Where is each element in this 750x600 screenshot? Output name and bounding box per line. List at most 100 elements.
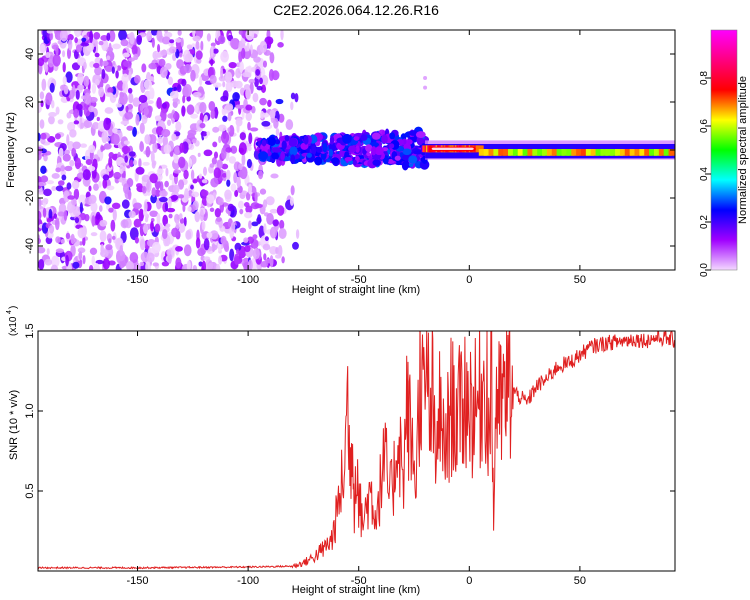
heatmap-cell xyxy=(187,129,197,137)
heatmap-cell xyxy=(169,39,175,44)
heatmap-cell xyxy=(238,163,243,171)
heatmap-cell xyxy=(119,92,128,105)
signal-cell xyxy=(663,149,672,156)
signal-cell xyxy=(585,149,594,156)
heatmap-cell xyxy=(108,42,112,55)
heatmap-cell xyxy=(210,109,216,120)
heatmap-cell xyxy=(173,169,182,174)
heatmap-cell xyxy=(54,133,61,140)
heatmap-cell xyxy=(172,100,178,108)
heatmap-cell xyxy=(155,115,162,122)
heatmap-cell xyxy=(217,35,226,45)
heatmap-cell xyxy=(128,151,136,157)
heatmap-cell xyxy=(171,133,177,142)
heatmap-cell xyxy=(67,195,75,200)
heatmap-cell xyxy=(108,30,116,42)
heatmap-cell xyxy=(176,84,182,93)
heatmap-cell xyxy=(191,138,197,144)
heatmap-cell xyxy=(230,183,237,192)
snr-panel: -150 -100 -50 0 50 0.5 1.0 1.5 Height of strai… xyxy=(6,306,676,596)
signal-cell xyxy=(522,149,531,156)
heatmap-cell xyxy=(277,42,284,48)
heatmap-cell xyxy=(278,227,287,239)
heatmap-cell xyxy=(246,42,250,52)
heatmap-cell xyxy=(232,91,240,102)
heatmap-cell xyxy=(208,100,216,112)
heatmap-cell xyxy=(254,191,258,203)
heatmap-cell xyxy=(165,62,172,70)
heatmap-cell xyxy=(98,86,105,98)
heatmap-cell xyxy=(88,144,96,154)
heatmap-cell xyxy=(128,70,132,82)
heatmap-cell xyxy=(94,78,100,86)
heatmap-cell xyxy=(168,213,173,219)
heatmap-cell xyxy=(289,196,294,206)
signal-cell xyxy=(551,149,560,156)
heatmap-cell xyxy=(49,82,55,93)
heatmap-cell xyxy=(214,208,221,218)
heatmap-cell xyxy=(99,219,108,227)
heatmap-cell xyxy=(40,132,47,140)
heatmap-cell xyxy=(80,143,88,148)
heatmap-cell xyxy=(243,237,249,243)
signal-cell xyxy=(576,149,585,156)
heatmap-cell xyxy=(82,227,87,237)
heatmap-cell xyxy=(89,30,94,44)
heatmap-cell xyxy=(210,42,216,47)
heatmap-cell xyxy=(258,170,264,180)
heatmap-cell xyxy=(222,115,228,122)
heatmap-cell xyxy=(50,264,59,270)
heatmap-cell xyxy=(101,130,108,144)
heatmap-cell xyxy=(99,230,107,243)
heatmap-cell xyxy=(125,105,129,113)
heatmap-cell xyxy=(217,241,222,252)
heatmap-cell xyxy=(158,58,166,67)
heatmap-cell xyxy=(83,61,87,70)
heatmap-cell xyxy=(64,165,73,172)
heatmap-cell xyxy=(51,186,57,191)
heatmap-cell xyxy=(98,40,104,46)
y-tick-label: -40 xyxy=(24,238,36,254)
heatmap-cell xyxy=(127,87,133,94)
heatmap-cell xyxy=(262,60,267,68)
heatmap-cell xyxy=(263,253,267,261)
signal-cell xyxy=(542,149,551,156)
heatmap-cell xyxy=(206,131,211,136)
heatmap-cell xyxy=(46,217,52,223)
heatmap-cell xyxy=(267,136,277,147)
heatmap-cell xyxy=(255,68,261,76)
heatmap-cell xyxy=(164,180,169,188)
heatmap-cell xyxy=(141,174,150,183)
heatmap-cell xyxy=(315,146,323,153)
heatmap-cell xyxy=(203,149,213,157)
heatmap-cell xyxy=(225,147,233,153)
heatmap-cell xyxy=(290,101,294,111)
heatmap-cell xyxy=(74,217,80,224)
heatmap-cell xyxy=(115,70,119,79)
heatmap-cell xyxy=(133,53,139,61)
heatmap-cell xyxy=(200,131,208,137)
heatmap-cell xyxy=(218,135,222,143)
heatmap-cell xyxy=(93,32,101,40)
heatmap-cell xyxy=(169,173,174,181)
heatmap-cell xyxy=(369,141,380,148)
heatmap-cell xyxy=(252,92,259,103)
heatmap-cell xyxy=(161,228,168,240)
heatmap-cell xyxy=(198,173,203,179)
heatmap-cell xyxy=(142,161,150,166)
heatmap-cell xyxy=(271,152,280,160)
heatmap-cell xyxy=(141,185,147,194)
heatmap-cell xyxy=(257,214,262,225)
heatmap-cell xyxy=(122,166,126,172)
heatmap-cell xyxy=(91,83,97,94)
signal-cell xyxy=(580,149,589,156)
snr-line xyxy=(38,331,675,570)
heatmap-cell xyxy=(65,254,69,267)
heatmap-cell xyxy=(161,128,171,138)
heatmap-cell xyxy=(272,148,282,153)
heatmap-cell xyxy=(110,219,116,232)
heatmap-cell xyxy=(220,50,229,63)
heatmap-cell xyxy=(289,146,298,156)
heatmap-cell xyxy=(47,55,55,68)
heatmap-cell xyxy=(78,194,87,206)
